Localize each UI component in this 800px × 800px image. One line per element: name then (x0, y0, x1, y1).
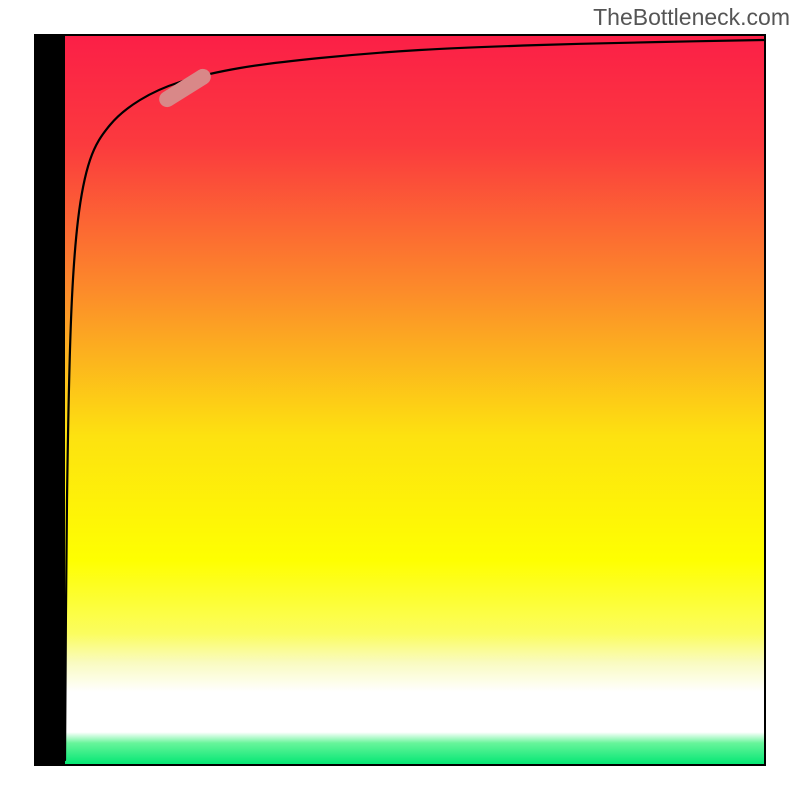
left-black-band (35, 35, 65, 765)
plot-background (35, 35, 765, 765)
watermark-text: TheBottleneck.com (593, 4, 790, 31)
bottleneck-chart (0, 0, 800, 800)
